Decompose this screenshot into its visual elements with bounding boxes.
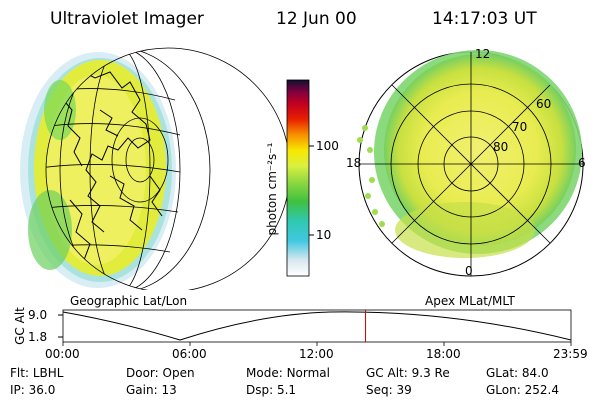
info-gcalt: GC Alt: 9.3 Re (366, 366, 450, 380)
colorbar-tick-100: 100 (316, 139, 339, 153)
colorbar (286, 79, 310, 277)
colorbar-tick-10: 10 (316, 228, 332, 242)
mlt-label-12: 12 (475, 47, 491, 61)
mlt-label-0: 0 (465, 264, 473, 278)
xtick-0000: 00:00 (45, 347, 80, 361)
info-gain: Gain: 13 (126, 383, 177, 397)
lat-label-70: 70 (512, 120, 528, 134)
mlt-label-18: 18 (346, 156, 362, 170)
xtick-1200: 12:00 (299, 347, 334, 361)
info-mode: Mode: Normal (246, 366, 330, 380)
altitude-plot (58, 309, 572, 346)
instrument-title: Ultraviolet Imager (50, 9, 204, 29)
polar-caption: Apex MLat/MLT (425, 294, 515, 308)
xtick-1800: 18:00 (426, 347, 461, 361)
altitude-ytick-1: 1.8 (28, 330, 48, 344)
info-dsp: Dsp: 5.1 (246, 383, 297, 397)
colorbar-unit-label: photon cm⁻²s⁻¹ (265, 142, 279, 236)
xtick-2359: 23:59 (553, 347, 588, 361)
altitude-curve (62, 311, 572, 341)
info-door: Door: Open (126, 366, 195, 380)
lat-label-60: 60 (536, 97, 552, 111)
date-label: 12 Jun 00 (276, 9, 357, 29)
polar-plot (357, 50, 584, 277)
globe-caption: Geographic Lat/Lon (70, 294, 188, 308)
lat-label-80: 80 (493, 140, 509, 154)
info-ip: IP: 36.0 (10, 383, 56, 397)
info-seq: Seq: 39 (366, 383, 412, 397)
globe-image (20, 47, 291, 290)
time-label: 14:17:03 UT (432, 9, 537, 29)
mlt-label-6: 6 (578, 156, 586, 170)
info-flt: Flt: LBHL (10, 366, 64, 380)
altitude-ytick-9: 9.0 (28, 308, 48, 322)
info-glon: GLon: 252.4 (486, 383, 559, 397)
info-glat: GLat: 84.0 (486, 366, 549, 380)
xtick-0600: 06:00 (172, 347, 207, 361)
altitude-ylabel: GC Alt (13, 307, 27, 345)
